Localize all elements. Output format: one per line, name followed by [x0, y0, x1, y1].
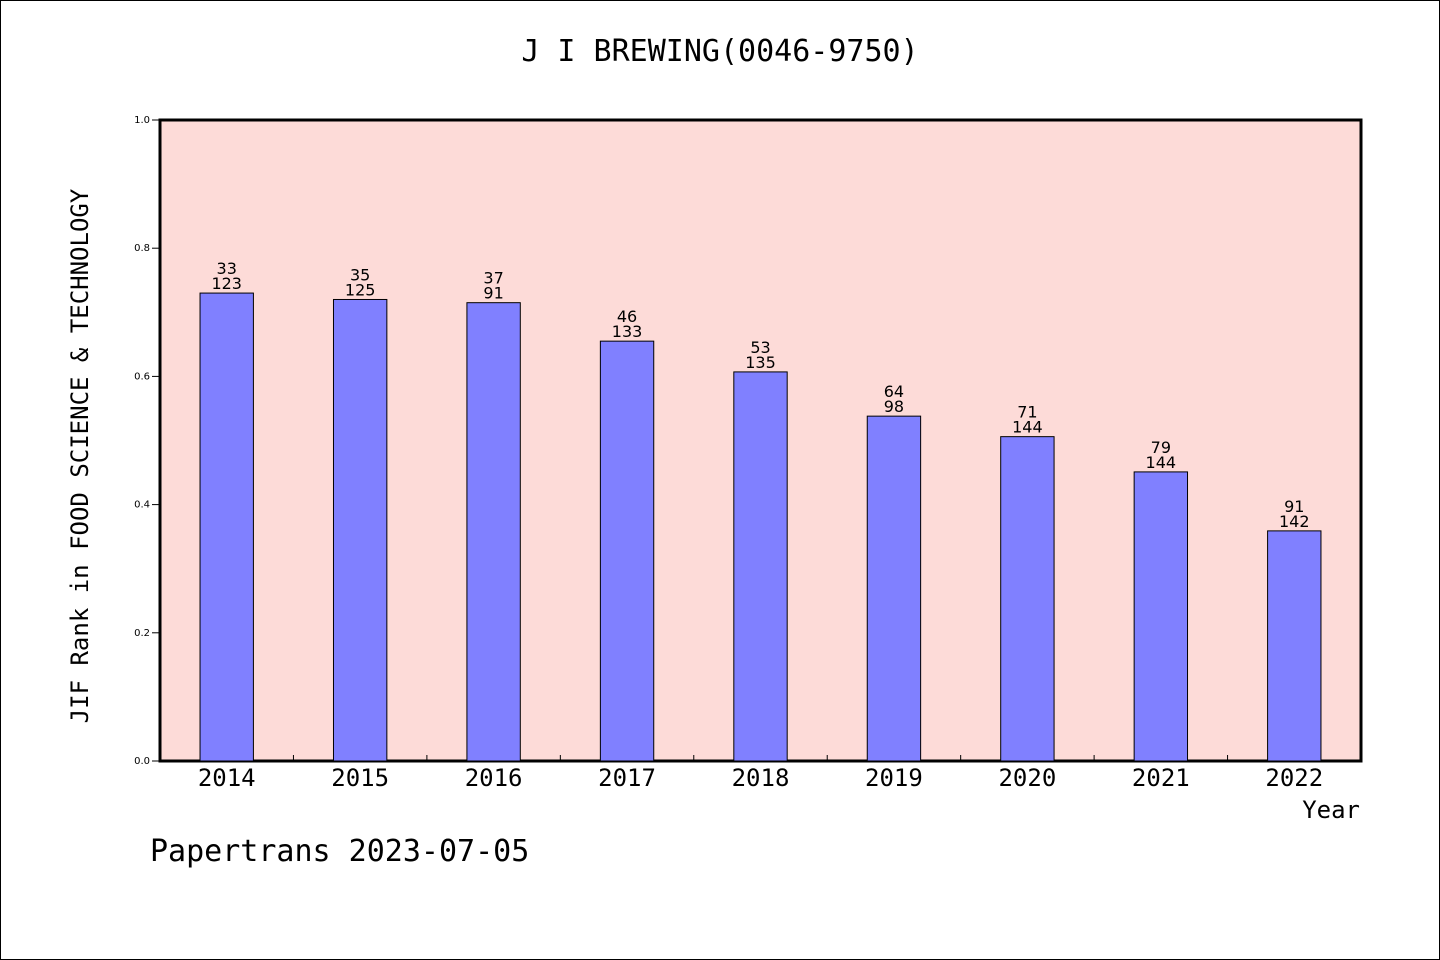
x-tick-label: 2020 — [998, 764, 1056, 792]
y-axis: 0.0 0.2 0.4 0.6 0.8 1.0 — [134, 115, 160, 767]
bar — [866, 415, 922, 762]
x-tick-label: 2019 — [865, 764, 923, 792]
bar-label-total: 98 — [884, 397, 904, 416]
bar — [332, 298, 388, 762]
bar-label-total: 142 — [1279, 512, 1310, 531]
y-tick-label: 0.2 — [134, 628, 150, 639]
bar-label-total: 91 — [483, 284, 503, 303]
y-tick-label: 0.4 — [134, 500, 150, 511]
bar — [1133, 471, 1189, 762]
y-axis-label: JIF Rank in FOOD SCIENCE & TECHNOLOGY — [66, 188, 94, 724]
x-tick-label: 2016 — [465, 764, 523, 792]
bar-label-rank: 79 — [1151, 438, 1171, 457]
bar-label-total: 125 — [345, 280, 376, 299]
bar — [466, 302, 521, 762]
x-tick-label: 2022 — [1265, 764, 1323, 792]
bar — [199, 292, 254, 762]
y-tick-label: 0.0 — [134, 756, 150, 767]
bar-label-rank: 64 — [884, 382, 904, 401]
footer-credit: Papertrans 2023-07-05 — [150, 834, 530, 869]
y-tick-label: 0.6 — [134, 371, 150, 382]
x-tick-label: 2018 — [732, 764, 790, 792]
bar — [1000, 436, 1055, 762]
x-axis: 2014 2015 2016 2017 2018 2019 2020 2021 2022 — [198, 755, 1323, 792]
bar-label-rank: 35 — [350, 265, 370, 284]
bar — [599, 340, 655, 762]
bar — [1267, 530, 1322, 762]
bar-label-rank: 37 — [483, 269, 503, 288]
bar-label-total: 133 — [612, 322, 643, 341]
bar-label-rank: 33 — [217, 259, 237, 278]
bar-label-rank: 46 — [617, 307, 637, 326]
bar-label-rank: 53 — [750, 338, 770, 357]
bar-label-total: 144 — [1146, 453, 1177, 472]
x-tick-label: 2015 — [331, 764, 389, 792]
bar-label-total: 144 — [1012, 418, 1043, 437]
x-tick-label: 2014 — [198, 764, 256, 792]
bar — [733, 371, 788, 762]
bar-label-total: 123 — [211, 274, 242, 293]
x-tick-label: 2017 — [598, 764, 656, 792]
bar-label-rank: 91 — [1284, 497, 1304, 516]
bars — [199, 292, 1322, 762]
bar-label-rank: 71 — [1017, 403, 1037, 422]
x-axis-label: Year — [1302, 796, 1360, 824]
bar-label-total: 135 — [745, 353, 776, 372]
y-tick-label: 0.8 — [134, 243, 150, 254]
x-tick-label: 2021 — [1132, 764, 1190, 792]
chart-title: J I BREWING(0046-9750) — [521, 34, 919, 69]
y-tick-label: 1.0 — [134, 115, 150, 126]
